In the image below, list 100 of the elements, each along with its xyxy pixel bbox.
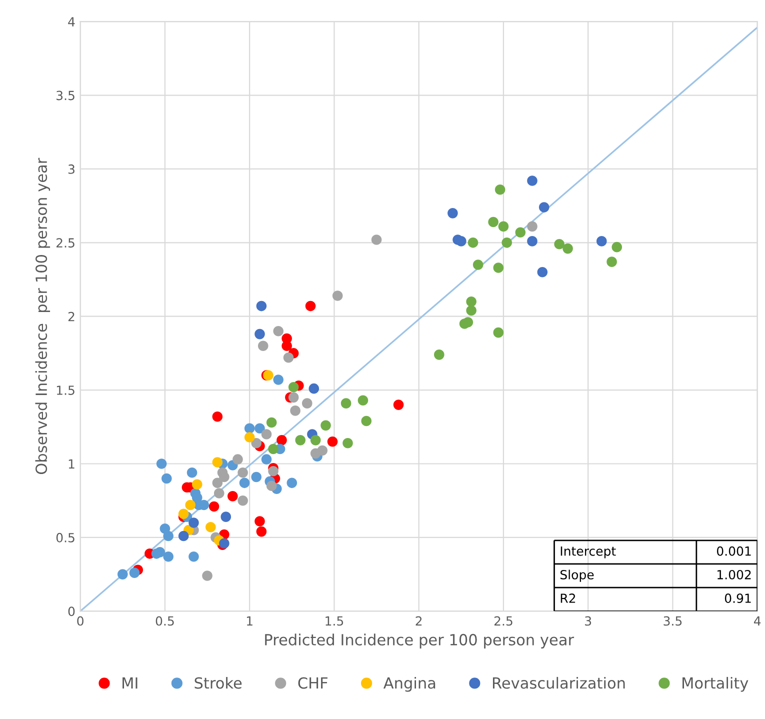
point (466, 296, 476, 307)
annotation: R2 (560, 594, 576, 603)
point (308, 383, 320, 394)
point (220, 512, 232, 522)
point (232, 454, 243, 464)
x-tick-label: 2.5 (494, 616, 512, 626)
x-tick-label: 0 (77, 616, 84, 626)
point (527, 221, 538, 232)
y-tick-label: 4 (68, 17, 75, 26)
point (156, 458, 167, 469)
point (612, 242, 622, 252)
x-tick-label: 1.5 (326, 616, 344, 626)
y-tick-label: 3.5 (56, 90, 74, 100)
point (493, 262, 504, 273)
y-tick-label: 1 (68, 459, 74, 469)
y-tick-label: 0 (68, 606, 75, 616)
legend-label: MI (122, 677, 138, 689)
point (268, 444, 278, 454)
point (310, 435, 321, 446)
point (538, 202, 550, 212)
point (212, 411, 223, 422)
point (266, 417, 277, 428)
legend-label: Stroke (194, 676, 242, 689)
annotation: 1.002 (718, 570, 751, 580)
x-tick-label: 2 (416, 616, 422, 626)
point (562, 243, 573, 254)
point (251, 472, 262, 482)
point (185, 500, 196, 510)
point (276, 435, 287, 446)
point (163, 551, 174, 562)
point (261, 429, 272, 440)
point (554, 238, 564, 250)
point (261, 454, 272, 464)
point (290, 406, 300, 416)
point (266, 480, 277, 492)
point (206, 522, 216, 532)
point (515, 227, 526, 238)
point (212, 457, 223, 468)
point (434, 350, 444, 360)
point (254, 423, 265, 434)
point (212, 478, 223, 488)
legend-label: CHF (298, 677, 328, 689)
point (488, 216, 498, 228)
point (283, 352, 294, 363)
x-axis-title: Predicted Incidence per 100 person year (265, 634, 574, 648)
point (456, 236, 466, 246)
point (256, 300, 267, 312)
point (527, 236, 538, 246)
point (302, 398, 312, 408)
point (286, 478, 298, 488)
point (361, 416, 372, 426)
point (254, 328, 265, 340)
point (282, 340, 292, 351)
point (596, 236, 607, 246)
point (238, 467, 248, 478)
point (448, 208, 458, 218)
point (606, 256, 617, 267)
point (537, 266, 548, 278)
point (502, 238, 512, 248)
annotation: Intercept (560, 546, 616, 558)
point (202, 570, 212, 581)
point (178, 508, 189, 520)
annotation: 0.001 (716, 546, 751, 556)
point (468, 238, 478, 248)
point (117, 569, 128, 580)
legend-label: Revascularization (492, 676, 625, 689)
point (358, 395, 368, 406)
point (188, 551, 199, 562)
point (371, 234, 382, 245)
point (295, 435, 306, 446)
x-tick-label: 3.5 (664, 616, 682, 626)
point (466, 305, 476, 316)
point (161, 473, 172, 484)
point (327, 436, 338, 447)
legend-label: Mortality (682, 676, 748, 692)
point (340, 398, 352, 408)
point (208, 501, 220, 512)
point (273, 374, 284, 385)
x-tick-label: 4 (754, 616, 761, 626)
y-tick-label: 2.5 (56, 238, 74, 248)
y-tick-label: 2 (68, 312, 74, 322)
point (305, 300, 316, 312)
point (320, 420, 331, 431)
point (258, 340, 268, 351)
point (288, 392, 299, 403)
point (188, 518, 199, 528)
point (228, 491, 238, 502)
point (472, 260, 484, 270)
y-tick-label: 0.5 (56, 532, 74, 542)
point (219, 472, 230, 482)
y-tick-label: 3 (68, 164, 74, 174)
point (493, 327, 504, 338)
point (317, 445, 328, 456)
point (186, 467, 198, 478)
legend-label: Angina (383, 676, 436, 692)
point (163, 530, 174, 542)
point (192, 479, 202, 490)
point (151, 548, 162, 559)
point (239, 478, 250, 488)
annotation: 0.91 (724, 594, 751, 603)
